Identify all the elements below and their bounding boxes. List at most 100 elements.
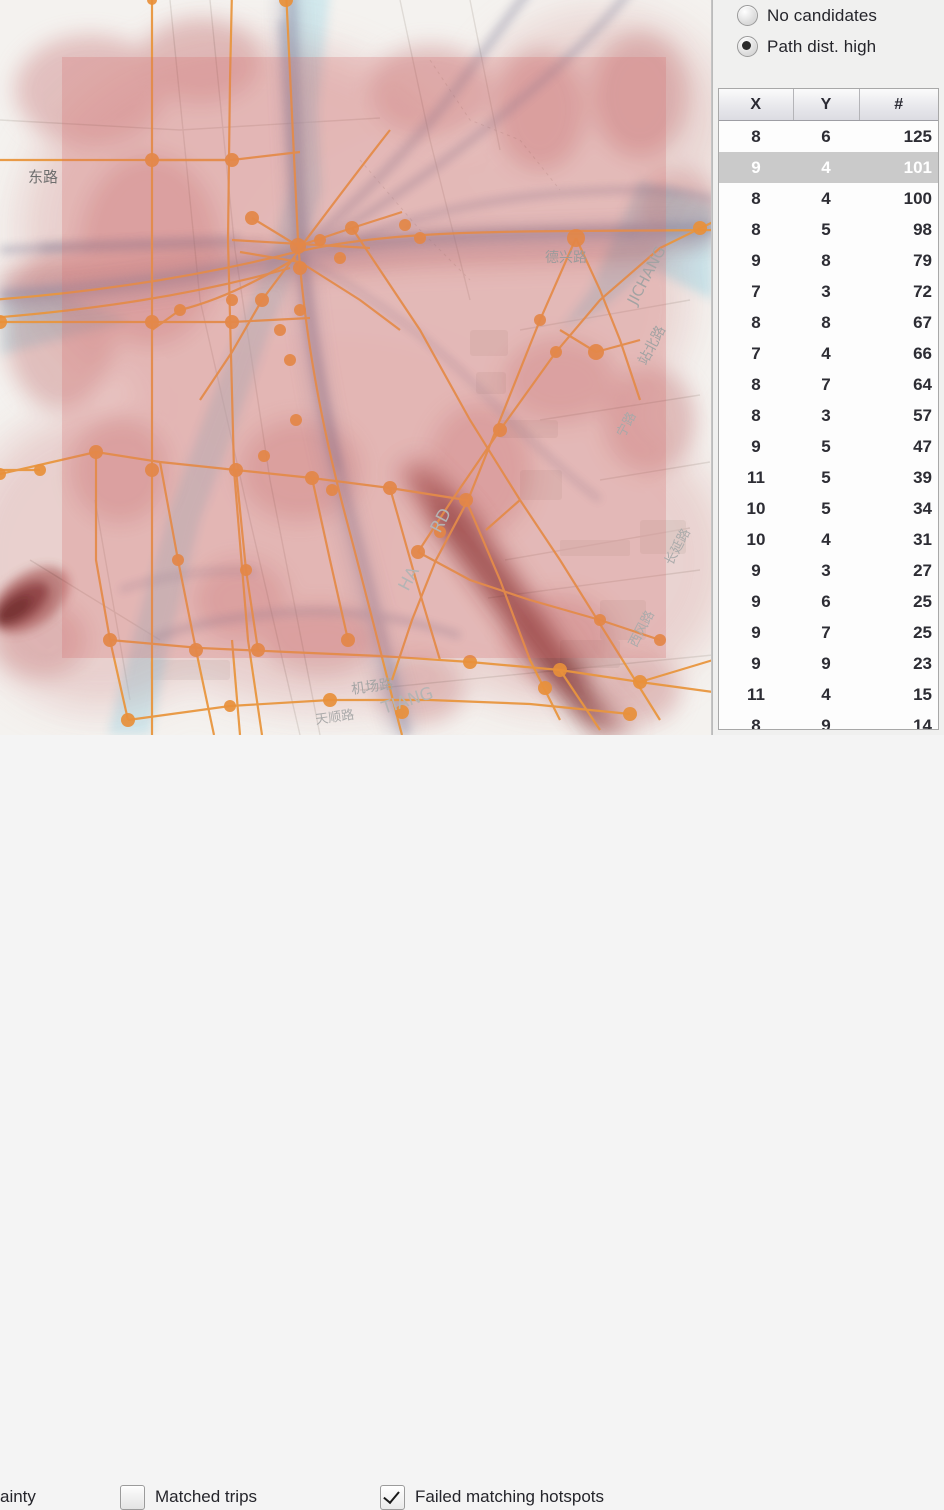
cell-x: 8 bbox=[719, 183, 793, 214]
table-row[interactable]: 9 8 79 bbox=[719, 245, 938, 276]
cell-y: 8 bbox=[793, 307, 859, 338]
side-panel: No candidates Path dist. high X Y # 8 6 12… bbox=[713, 0, 944, 735]
checkbox-matched-trips-label: Matched trips bbox=[155, 1487, 258, 1506]
cell-y: 4 bbox=[793, 338, 859, 369]
selection-rectangle[interactable] bbox=[62, 57, 666, 658]
cell-x: 7 bbox=[719, 276, 793, 307]
table-row[interactable]: 8 9 14 bbox=[719, 710, 938, 729]
cell-y: 6 bbox=[793, 120, 859, 152]
cell-y: 5 bbox=[793, 493, 859, 524]
checkbox-matched-trips[interactable]: Matched trips bbox=[120, 1484, 258, 1510]
cell-count: 25 bbox=[859, 586, 938, 617]
trip-density-layer bbox=[0, 0, 713, 735]
cell-y: 3 bbox=[793, 276, 859, 307]
cell-x: 8 bbox=[719, 400, 793, 431]
cell-y: 9 bbox=[793, 710, 859, 729]
table-row[interactable]: 9 4 101 bbox=[719, 152, 938, 183]
cell-count: 34 bbox=[859, 493, 938, 524]
table-row[interactable]: 9 5 47 bbox=[719, 431, 938, 462]
table-row[interactable]: 8 6 125 bbox=[719, 120, 938, 152]
table-row[interactable]: 8 8 67 bbox=[719, 307, 938, 338]
map-panel[interactable]: 东路 德兴路 JICHANG 站北路 宁路 RD HA 长延路 机场路 TIAN… bbox=[0, 0, 713, 735]
table-row[interactable]: 9 3 27 bbox=[719, 555, 938, 586]
cell-x: 11 bbox=[719, 462, 793, 493]
cell-x: 9 bbox=[719, 245, 793, 276]
cell-x: 7 bbox=[719, 338, 793, 369]
cell-count: 39 bbox=[859, 462, 938, 493]
cell-x: 8 bbox=[719, 214, 793, 245]
cell-y: 4 bbox=[793, 679, 859, 710]
cell-x: 9 bbox=[719, 431, 793, 462]
radio-path-dist-high-label: Path dist. high bbox=[767, 36, 877, 56]
cell-y: 4 bbox=[793, 183, 859, 214]
table-row[interactable]: 10 4 31 bbox=[719, 524, 938, 555]
checkbox-failed-matching-hotspots[interactable]: Failed matching hotspots bbox=[380, 1484, 604, 1510]
cell-count: 64 bbox=[859, 369, 938, 400]
cell-count: 15 bbox=[859, 679, 938, 710]
cell-x: 11 bbox=[719, 679, 793, 710]
table-header-row: X Y # bbox=[719, 89, 938, 121]
cell-count: 79 bbox=[859, 245, 938, 276]
bottom-toolbar: ainty Matched trips Failed matching hots… bbox=[0, 735, 944, 1510]
radio-no-candidates[interactable]: No candidates bbox=[713, 0, 944, 31]
cell-x: 8 bbox=[719, 369, 793, 400]
radio-path-dist-high[interactable]: Path dist. high bbox=[713, 31, 944, 62]
checkbox-failed-matching-hotspots-label: Failed matching hotspots bbox=[415, 1487, 604, 1506]
radio-button-icon[interactable] bbox=[737, 5, 758, 26]
svg-text:东路: 东路 bbox=[28, 168, 58, 186]
table-row[interactable]: 7 3 72 bbox=[719, 276, 938, 307]
table-row[interactable]: 9 7 25 bbox=[719, 617, 938, 648]
cell-x: 10 bbox=[719, 524, 793, 555]
map-right-border bbox=[711, 0, 713, 735]
table-row[interactable]: 8 5 98 bbox=[719, 214, 938, 245]
cell-count: 47 bbox=[859, 431, 938, 462]
cell-y: 4 bbox=[793, 524, 859, 555]
cell-count: 125 bbox=[859, 120, 938, 152]
hotspot-table[interactable]: X Y # 8 6 125 9 4 101 8 4 100 8 5 98 9 8 79 7 3 72 8 8 67 7 4 6… bbox=[718, 88, 939, 730]
cell-y: 4 bbox=[793, 152, 859, 183]
cell-x: 9 bbox=[719, 152, 793, 183]
table-row[interactable]: 9 6 25 bbox=[719, 586, 938, 617]
table-row[interactable]: 9 9 23 bbox=[719, 648, 938, 679]
table-row[interactable]: 11 4 15 bbox=[719, 679, 938, 710]
cell-x: 9 bbox=[719, 555, 793, 586]
cell-x: 8 bbox=[719, 120, 793, 152]
radio-no-candidates-label: No candidates bbox=[767, 5, 877, 25]
cell-x: 10 bbox=[719, 493, 793, 524]
cell-y: 7 bbox=[793, 369, 859, 400]
cell-y: 8 bbox=[793, 245, 859, 276]
table-row[interactable]: 10 5 34 bbox=[719, 493, 938, 524]
table-row[interactable]: 8 7 64 bbox=[719, 369, 938, 400]
radio-button-selected-icon[interactable] bbox=[737, 36, 758, 57]
cell-count: 98 bbox=[859, 214, 938, 245]
cell-count: 67 bbox=[859, 307, 938, 338]
table-row[interactable]: 8 4 100 bbox=[719, 183, 938, 214]
cell-count: 25 bbox=[859, 617, 938, 648]
cell-count: 27 bbox=[859, 555, 938, 586]
cell-count: 72 bbox=[859, 276, 938, 307]
column-header-x[interactable]: X bbox=[719, 89, 794, 121]
cell-x: 8 bbox=[719, 710, 793, 729]
cell-count: 101 bbox=[859, 152, 938, 183]
app-root: 东路 德兴路 JICHANG 站北路 宁路 RD HA 长延路 机场路 TIAN… bbox=[0, 0, 944, 788]
uncertainty-label-truncated: ainty bbox=[0, 1487, 36, 1506]
column-header-count[interactable]: # bbox=[859, 89, 938, 121]
cell-count: 23 bbox=[859, 648, 938, 679]
cell-count: 66 bbox=[859, 338, 938, 369]
cell-y: 3 bbox=[793, 555, 859, 586]
table-row[interactable]: 11 5 39 bbox=[719, 462, 938, 493]
cell-y: 5 bbox=[793, 214, 859, 245]
table-row[interactable]: 8 3 57 bbox=[719, 400, 938, 431]
cell-x: 9 bbox=[719, 586, 793, 617]
cell-y: 3 bbox=[793, 400, 859, 431]
checkbox-checked-icon[interactable] bbox=[380, 1484, 405, 1510]
cell-count: 31 bbox=[859, 524, 938, 555]
road-node bbox=[0, 0, 707, 727]
road-network-layer[interactable] bbox=[0, 0, 713, 735]
cell-y: 5 bbox=[793, 462, 859, 493]
map-canvas[interactable]: 东路 德兴路 JICHANG 站北路 宁路 RD HA 长延路 机场路 TIAN… bbox=[0, 0, 713, 735]
checkbox-unchecked-icon[interactable] bbox=[120, 1484, 145, 1510]
table-row[interactable]: 7 4 66 bbox=[719, 338, 938, 369]
svg-text:天顺路: 天顺路 bbox=[314, 707, 355, 728]
column-header-y[interactable]: Y bbox=[793, 89, 860, 121]
